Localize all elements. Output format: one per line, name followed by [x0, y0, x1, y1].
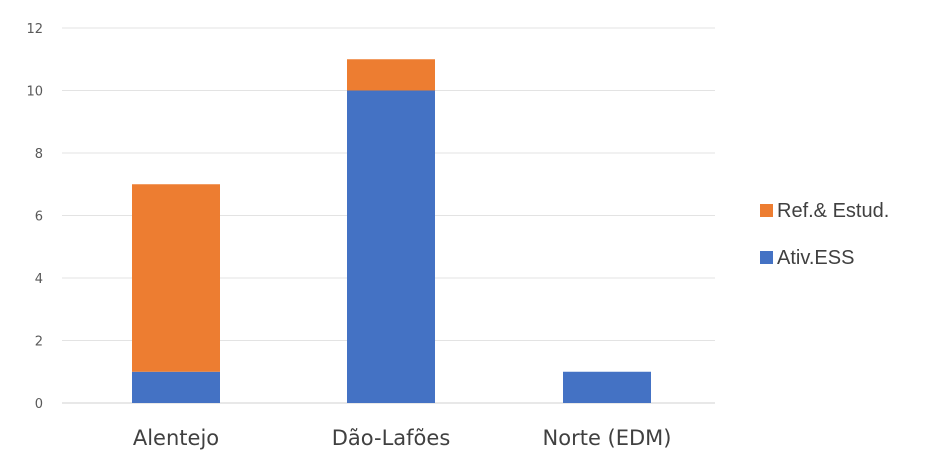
- legend-label: Ativ.ESS: [777, 247, 854, 269]
- x-axis-category-labels: Alentejo Dão-Lafões Norte (EDM): [133, 426, 672, 450]
- y-axis-tick-labels: 0 2 4 6 8 10 12: [26, 22, 43, 412]
- y-tick-label: 12: [26, 22, 43, 37]
- x-category-label: Alentejo: [133, 426, 219, 450]
- bar-segment: [563, 372, 651, 403]
- y-tick-label: 10: [26, 85, 43, 100]
- y-tick-label: 6: [35, 210, 43, 225]
- bars: [132, 59, 651, 403]
- y-tick-label: 8: [35, 147, 43, 162]
- x-category-label: Dão-Lafões: [332, 426, 451, 450]
- bar-segment: [347, 91, 435, 404]
- bar-segment: [132, 372, 220, 403]
- legend-label: Ref.& Estud.: [777, 200, 889, 222]
- legend-swatch: [760, 204, 773, 217]
- legend: Ref.& Estud. Ativ.ESS: [760, 200, 889, 269]
- legend-swatch: [760, 251, 773, 264]
- y-tick-label: 0: [35, 397, 43, 412]
- bar-segment: [132, 184, 220, 372]
- y-tick-label: 4: [35, 272, 43, 287]
- bar-segment: [347, 59, 435, 90]
- y-tick-label: 2: [35, 335, 43, 350]
- x-category-label: Norte (EDM): [543, 426, 672, 450]
